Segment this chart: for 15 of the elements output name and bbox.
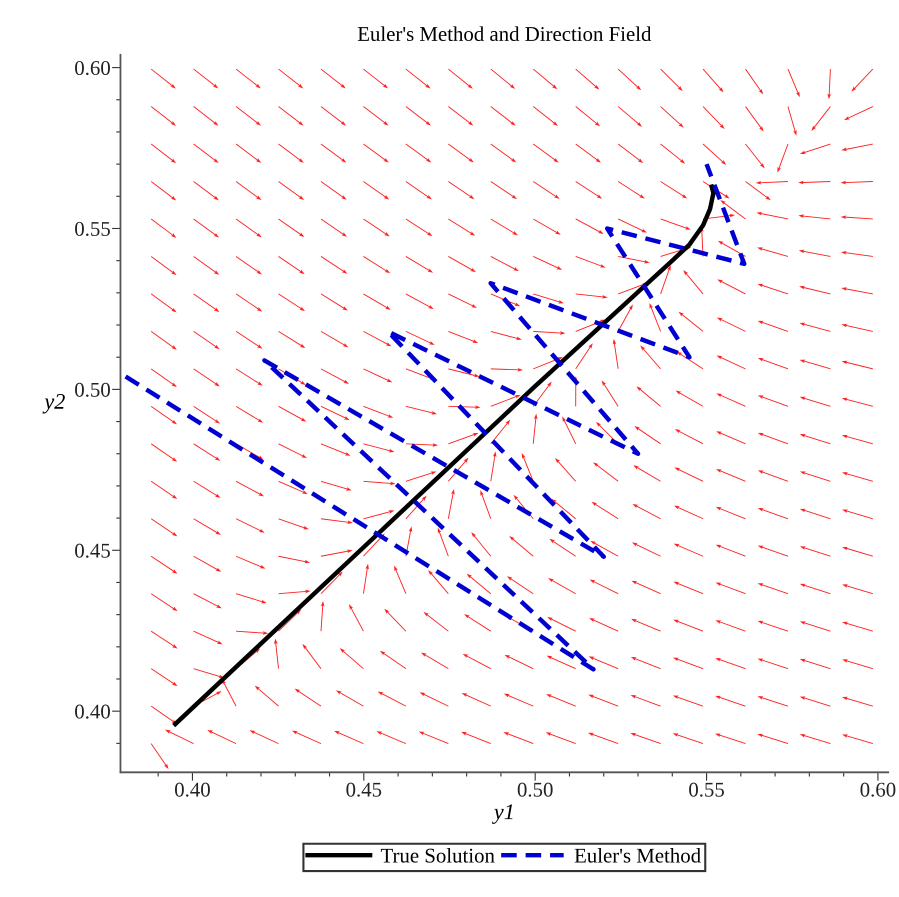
legend-label: Euler's Method <box>574 848 701 863</box>
y-tick-label: 0.40 <box>75 704 110 719</box>
x-tick-label: 0.50 <box>518 782 553 797</box>
legend-label: True Solution <box>380 848 495 863</box>
x-axis-title: y1 <box>492 804 512 824</box>
y-axis-title: y2 <box>42 394 65 414</box>
y-tick-label: 0.60 <box>75 60 110 76</box>
x-tick-label: 0.40 <box>175 782 210 797</box>
y-tick-label: 0.50 <box>75 382 110 397</box>
chart-title: Euler's Method and Direction Field <box>358 26 652 42</box>
y-tick-label: 0.55 <box>75 222 110 236</box>
y-tick-label: 0.45 <box>75 544 110 558</box>
x-tick-label: 0.55 <box>689 782 724 797</box>
x-tick-label: 0.45 <box>346 782 382 797</box>
x-tick-label: 0.60 <box>860 782 896 797</box>
